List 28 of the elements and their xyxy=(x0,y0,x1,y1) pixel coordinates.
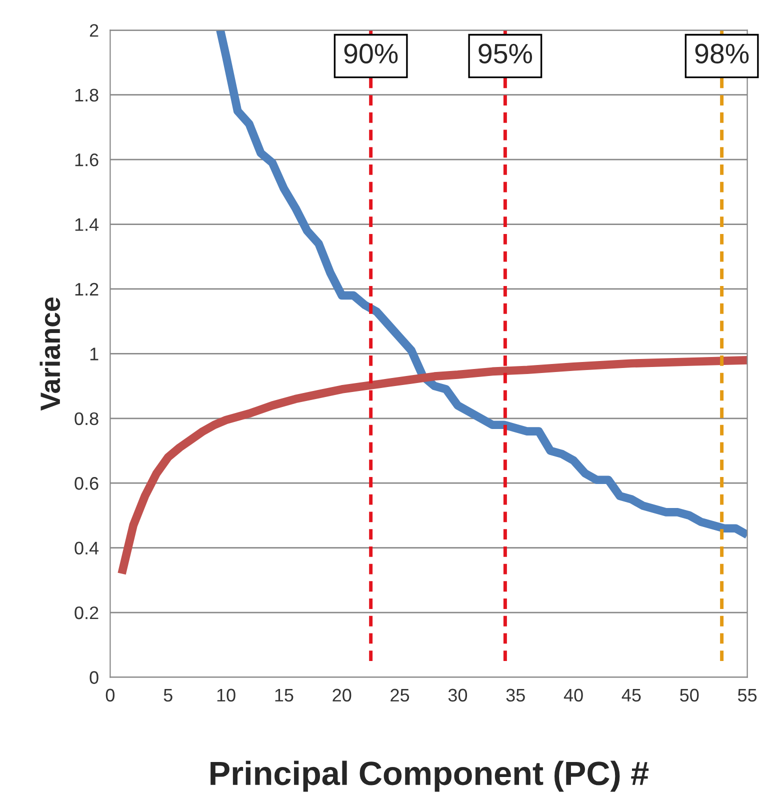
annotation: 98% xyxy=(695,44,749,64)
y-tick-label: 1.2 xyxy=(75,282,98,296)
y-tick-label: 0.8 xyxy=(74,412,98,426)
x-tick-label: 30 xyxy=(448,688,468,702)
x-tick-label: 5 xyxy=(164,688,172,702)
y-tick-label: 1 xyxy=(90,348,98,360)
annotation: 90% xyxy=(344,44,398,64)
y-tick-label: 0.6 xyxy=(74,477,98,490)
y-tick-label: 0.4 xyxy=(74,542,99,555)
y-tick-label: 1.6 xyxy=(75,153,98,166)
x-tick-label: 40 xyxy=(564,688,583,702)
y-tick-label: 0.2 xyxy=(74,606,98,620)
y-tick-label: 2 xyxy=(90,24,98,37)
y-tick-label: 1.4 xyxy=(75,218,99,231)
y-tick-label: 0 xyxy=(90,671,98,684)
y-tick-label: 1.8 xyxy=(75,88,98,102)
x-axis-title: Principal Component (PC) # xyxy=(210,760,649,792)
x-tick-label: 50 xyxy=(680,688,699,702)
x-tick-label: 45 xyxy=(622,688,641,702)
x-tick-label: 10 xyxy=(217,688,236,702)
x-tick-label: 55 xyxy=(738,688,757,702)
x-tick-label: 15 xyxy=(275,688,294,702)
x-tick-label: 25 xyxy=(390,688,410,702)
y-axis-title: Variance xyxy=(40,297,60,411)
x-tick-label: 35 xyxy=(506,688,525,702)
x-tick-label: 20 xyxy=(332,688,352,702)
annotation: 95% xyxy=(478,44,532,64)
x-tick-label: 0 xyxy=(106,688,115,702)
